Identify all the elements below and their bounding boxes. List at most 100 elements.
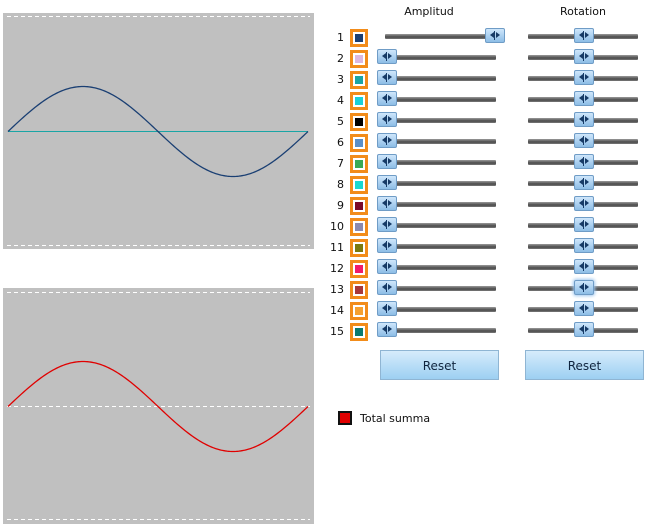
swatch-fill <box>355 160 363 168</box>
amplitude-slider-thumb[interactable] <box>377 301 397 316</box>
rotation-slider-thumb[interactable] <box>574 217 594 232</box>
component-color-swatch[interactable] <box>350 302 368 320</box>
amplitude-slider-thumb[interactable] <box>377 154 397 169</box>
rotation-slider-thumb[interactable] <box>574 259 594 274</box>
amplitude-slider-thumb[interactable] <box>377 238 397 253</box>
amplitude-slider-track[interactable] <box>385 76 496 81</box>
reset-amplitude-button[interactable]: Reset <box>380 350 499 380</box>
component-number: 15 <box>330 325 344 338</box>
amplitude-slider-track[interactable] <box>385 139 496 144</box>
rotation-slider-thumb[interactable] <box>574 175 594 190</box>
amplitude-slider-track[interactable] <box>385 55 496 60</box>
sum-wave-plot <box>3 288 314 524</box>
component-row-7: 7 <box>0 153 653 174</box>
amplitude-slider-thumb[interactable] <box>377 70 397 85</box>
swatch-fill <box>355 223 363 231</box>
legend-swatch-total <box>338 411 352 425</box>
amplitude-slider-thumb[interactable] <box>377 49 397 64</box>
component-color-swatch[interactable] <box>350 155 368 173</box>
component-color-swatch[interactable] <box>350 134 368 152</box>
component-color-swatch[interactable] <box>350 197 368 215</box>
component-number: 7 <box>337 157 344 170</box>
amplitude-slider-thumb[interactable] <box>485 28 505 43</box>
component-color-swatch[interactable] <box>350 113 368 131</box>
amplitude-slider-track[interactable] <box>385 97 496 102</box>
component-number: 3 <box>337 73 344 86</box>
amplitude-slider-track[interactable] <box>385 265 496 270</box>
component-number: 10 <box>330 220 344 233</box>
amplitude-slider-thumb[interactable] <box>377 196 397 211</box>
reset-rotation-button[interactable]: Reset <box>525 350 644 380</box>
rotation-slider-thumb[interactable] <box>574 154 594 169</box>
amplitude-slider-track[interactable] <box>385 181 496 186</box>
rotation-slider-thumb[interactable] <box>574 91 594 106</box>
amplitude-slider-track[interactable] <box>385 202 496 207</box>
swatch-fill <box>355 55 363 63</box>
amplitude-slider-thumb[interactable] <box>377 133 397 148</box>
component-color-swatch[interactable] <box>350 71 368 89</box>
amplitude-slider-thumb[interactable] <box>377 259 397 274</box>
component-color-swatch[interactable] <box>350 218 368 236</box>
component-row-14: 14 <box>0 300 653 321</box>
rotation-slider-thumb[interactable] <box>574 70 594 85</box>
amplitude-slider-thumb[interactable] <box>377 217 397 232</box>
swatch-fill <box>355 202 363 210</box>
rotation-slider-thumb[interactable] <box>574 280 594 295</box>
component-waves-plot <box>3 13 314 249</box>
component-row-12: 12 <box>0 258 653 279</box>
component-number: 14 <box>330 304 344 317</box>
swatch-fill <box>355 139 363 147</box>
component-color-swatch[interactable] <box>350 239 368 257</box>
component-color-swatch[interactable] <box>350 323 368 341</box>
component-number: 1 <box>337 31 344 44</box>
component-color-swatch[interactable] <box>350 281 368 299</box>
component-row-5: 5 <box>0 111 653 132</box>
amplitude-slider-track[interactable] <box>385 244 496 249</box>
rotation-slider-thumb[interactable] <box>574 301 594 316</box>
legend-label-total: Total summa <box>360 412 431 425</box>
component-row-11: 11 <box>0 237 653 258</box>
component-waves-canvas <box>7 16 310 246</box>
amplitude-slider-track[interactable] <box>385 160 496 165</box>
component-color-swatch[interactable] <box>350 92 368 110</box>
amplitude-slider-track[interactable] <box>385 223 496 228</box>
amplitude-slider-track[interactable] <box>385 286 496 291</box>
rotation-slider-thumb[interactable] <box>574 112 594 127</box>
swatch-fill <box>355 328 363 336</box>
component-number: 4 <box>337 94 344 107</box>
amplitude-slider-thumb[interactable] <box>377 280 397 295</box>
amplitude-slider-thumb[interactable] <box>377 112 397 127</box>
component-row-8: 8 <box>0 174 653 195</box>
rotation-slider-thumb[interactable] <box>574 196 594 211</box>
component-wave-1 <box>7 85 309 178</box>
swatch-fill <box>355 118 363 126</box>
amplitude-slider-thumb[interactable] <box>377 91 397 106</box>
amplitude-slider-track[interactable] <box>385 34 496 39</box>
rotation-slider-thumb[interactable] <box>574 49 594 64</box>
rotation-slider-thumb[interactable] <box>574 322 594 337</box>
amplitude-slider-thumb[interactable] <box>377 322 397 337</box>
component-color-swatch[interactable] <box>350 29 368 47</box>
component-row-6: 6 <box>0 132 653 153</box>
component-number: 2 <box>337 52 344 65</box>
component-color-swatch[interactable] <box>350 176 368 194</box>
swatch-fill <box>355 307 363 315</box>
component-number: 13 <box>330 283 344 296</box>
rotation-slider-thumb[interactable] <box>574 238 594 253</box>
swatch-fill <box>355 244 363 252</box>
component-number: 8 <box>337 178 344 191</box>
component-row-1: 1 <box>0 27 653 48</box>
amplitude-slider-track[interactable] <box>385 118 496 123</box>
rotation-slider-thumb[interactable] <box>574 133 594 148</box>
component-number: 6 <box>337 136 344 149</box>
amplitude-slider-track[interactable] <box>385 328 496 333</box>
component-row-9: 9 <box>0 195 653 216</box>
rotation-slider-thumb[interactable] <box>574 28 594 43</box>
component-row-10: 10 <box>0 216 653 237</box>
component-color-swatch[interactable] <box>350 50 368 68</box>
component-number: 9 <box>337 199 344 212</box>
amplitude-slider-track[interactable] <box>385 307 496 312</box>
component-color-swatch[interactable] <box>350 260 368 278</box>
component-row-15: 15 <box>0 321 653 342</box>
amplitude-slider-thumb[interactable] <box>377 175 397 190</box>
